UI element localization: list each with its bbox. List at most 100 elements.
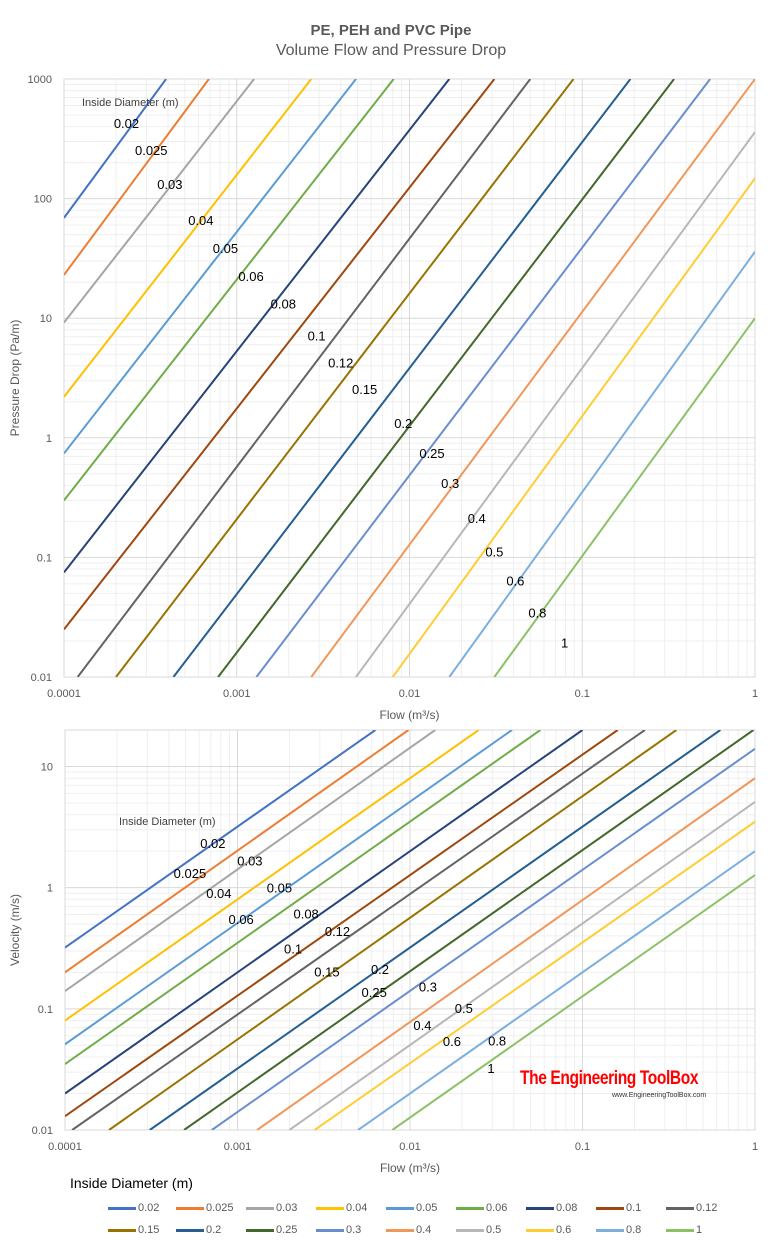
series-line-0_025 — [65, 730, 410, 974]
legend-swatch — [596, 1228, 624, 1232]
legend-item: 0.06 — [456, 1202, 518, 1214]
legend-swatch — [316, 1206, 344, 1210]
legend-label: 0.03 — [276, 1202, 298, 1214]
series-line-0_4 — [310, 79, 755, 677]
legend-swatch — [526, 1228, 554, 1232]
series-line-0_5 — [355, 131, 755, 677]
diameter-label: 0.04 — [206, 886, 231, 901]
watermark-url: www.EngineeringToolBox.com — [612, 1092, 707, 1099]
legend-swatch — [526, 1206, 554, 1210]
series-line-0_3 — [255, 79, 711, 677]
legend-item: 1 — [666, 1224, 728, 1236]
diameter-label: 0.1 — [284, 941, 302, 956]
diameter-label: 0.03 — [157, 177, 182, 192]
legend-label: 0.025 — [206, 1202, 234, 1214]
legend-swatch — [666, 1206, 694, 1210]
y-tick-label: 0.01 — [32, 1125, 53, 1137]
legend-swatch — [176, 1228, 204, 1232]
legend-swatch — [666, 1228, 694, 1232]
y-tick-label: 10 — [40, 313, 52, 325]
diameter-label: 0.03 — [237, 853, 262, 868]
diameter-label: 0.12 — [328, 355, 353, 370]
x-tick-label: 0.01 — [399, 1141, 420, 1153]
series-group — [65, 730, 755, 1130]
diameter-label: 0.15 — [314, 964, 339, 979]
annotation-title: Inside Diameter (m) — [82, 97, 179, 109]
series-line-0_06 — [64, 79, 395, 501]
series-line-0_12 — [76, 79, 532, 677]
series-line-0_2 — [149, 730, 721, 1130]
legend-swatch — [456, 1228, 484, 1232]
legend-swatch — [246, 1228, 274, 1232]
legend-label: 0.15 — [138, 1224, 160, 1236]
y-tick-label: 0.01 — [31, 672, 52, 684]
series-line-0_08 — [65, 730, 584, 1095]
legend-label: 0.1 — [626, 1202, 642, 1214]
x-tick-label: 1 — [752, 1141, 758, 1153]
x-axis-title: Flow (m³/s) — [380, 1161, 440, 1175]
series-line-0_25 — [217, 79, 675, 677]
diameter-label: 0.2 — [371, 962, 389, 977]
legend-swatch — [108, 1206, 136, 1210]
diameter-label: 0.1 — [308, 329, 326, 344]
legend-item: 0.5 — [456, 1224, 518, 1236]
diameter-label: 0.5 — [485, 544, 503, 559]
diameter-label: 0.6 — [506, 573, 524, 588]
legend-label: 0.05 — [416, 1202, 438, 1214]
legend-label: 0.08 — [556, 1202, 578, 1214]
legend-label: 0.4 — [416, 1224, 432, 1236]
legend-label: 0.5 — [486, 1224, 502, 1236]
series-line-0_5 — [288, 801, 755, 1130]
diameter-label: 0.6 — [443, 1034, 461, 1049]
plot-area — [64, 729, 756, 1131]
diameter-label: 0.3 — [419, 979, 437, 994]
series-line-0_08 — [64, 79, 451, 573]
series-line-0_3 — [211, 747, 755, 1130]
series-line-0_05 — [64, 79, 357, 455]
y-tick-label: 1 — [47, 883, 53, 895]
diameter-label: 0.2 — [394, 416, 412, 431]
series-group — [64, 79, 755, 677]
series-line-0_8 — [357, 850, 755, 1130]
y-tick-label: 100 — [34, 194, 52, 206]
series-line-0_6 — [391, 177, 755, 677]
diameter-label: 0.025 — [174, 866, 207, 881]
x-tick-label: 0.01 — [399, 688, 420, 700]
diameter-label: 0.8 — [488, 1033, 506, 1048]
series-line-1 — [493, 317, 755, 677]
legend-label: 0.8 — [626, 1224, 642, 1236]
diameter-label: 0.5 — [455, 1001, 473, 1016]
series-line-0_03 — [65, 730, 436, 992]
diameter-label: 0.05 — [267, 881, 292, 896]
chart-title: PE, PEH and PVC Pipe — [310, 22, 472, 39]
legend-item: 0.2 — [176, 1224, 238, 1236]
diameter-label: 0.15 — [352, 382, 377, 397]
y-axis-title: Velocity (m/s) — [8, 894, 22, 966]
series-line-0_1 — [64, 79, 496, 631]
diameter-label: 1 — [561, 636, 568, 651]
legend-item: 0.025 — [176, 1202, 238, 1214]
series-line-0_025 — [64, 79, 210, 276]
series-line-0_4 — [256, 777, 755, 1130]
series-line-0_04 — [64, 79, 313, 398]
series-line-0_03 — [64, 79, 255, 324]
diameter-label: 0.08 — [293, 907, 318, 922]
diameter-label: 0.02 — [114, 116, 139, 131]
legend-swatch — [386, 1228, 414, 1232]
diameter-label: 0.025 — [135, 143, 168, 158]
series-line-0_15 — [115, 79, 575, 677]
x-tick-label: 1 — [752, 688, 758, 700]
watermark: The Engineering ToolBox www.EngineeringT… — [520, 1068, 737, 1099]
plot-area — [63, 78, 756, 678]
diameter-label: 0.3 — [441, 476, 459, 491]
legend-label: 1 — [696, 1224, 703, 1236]
chart-subtitle: Volume Flow and Pressure Drop — [275, 42, 507, 59]
legend-item: 0.1 — [596, 1202, 658, 1214]
diameter-label: 0.12 — [325, 924, 350, 939]
series-line-0_02 — [65, 730, 376, 949]
y-tick-label: 10 — [41, 761, 53, 773]
diameter-label: 0.04 — [188, 213, 213, 228]
legend-swatch — [386, 1206, 414, 1210]
diameter-label: 0.8 — [528, 605, 546, 620]
series-line-0_04 — [65, 730, 480, 1022]
